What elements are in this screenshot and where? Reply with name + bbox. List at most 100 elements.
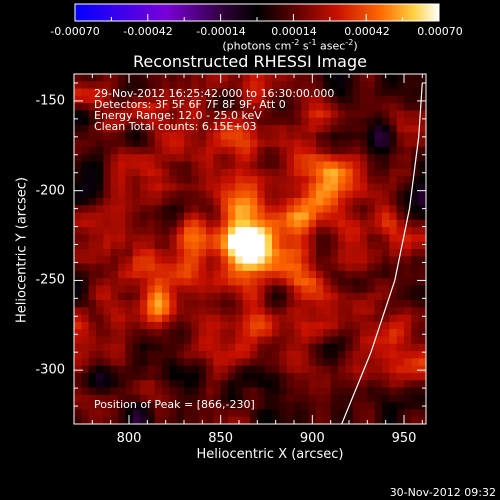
heatmap-cell: [286, 161, 295, 170]
heatmap-cell: [345, 263, 354, 272]
heatmap-cell: [367, 132, 376, 141]
heatmap-cell: [220, 409, 229, 418]
heatmap-cell: [360, 380, 368, 389]
heatmap-cell: [184, 263, 192, 272]
heatmap-cell: [345, 351, 354, 359]
heatmap-cell: [374, 321, 383, 330]
heatmap-cell: [294, 329, 302, 338]
heatmap-cell: [118, 380, 126, 389]
heatmap-cell: [213, 351, 222, 359]
heatmap-cell: [118, 161, 126, 170]
heatmap-cell: [132, 103, 141, 112]
heatmap-cell: [162, 190, 170, 199]
heatmap-cell: [184, 88, 192, 97]
heatmap-cell: [110, 212, 119, 221]
heatmap-cell: [389, 234, 398, 243]
heatmap-cell: [382, 292, 390, 301]
heatmap-cell: [228, 161, 236, 170]
heatmap-cell: [213, 307, 222, 316]
heatmap-cell: [367, 343, 376, 352]
heatmap-cell: [301, 161, 310, 170]
heatmap-cell: [125, 263, 134, 272]
heatmap-cell: [220, 351, 229, 359]
heatmap-cell: [88, 380, 97, 389]
heatmap-cell: [411, 409, 420, 418]
heatmap-cell: [213, 197, 222, 206]
heatmap-cell: [294, 402, 302, 411]
heatmap-cell: [257, 81, 266, 90]
heatmap-cell: [169, 336, 178, 345]
heatmap-cell: [308, 95, 317, 104]
heatmap-cell: [323, 205, 332, 214]
heatmap-cell: [74, 81, 82, 90]
heatmap-cell: [110, 372, 119, 381]
heatmap-cell: [301, 278, 310, 287]
heatmap-cell: [308, 387, 317, 396]
heatmap-cell: [154, 190, 163, 199]
heatmap-cell: [250, 387, 258, 396]
heatmap-cell: [118, 190, 126, 199]
heatmap-cell: [132, 212, 141, 221]
heatmap-cell: [250, 394, 258, 403]
heatmap-cell: [81, 285, 90, 294]
heatmap-cell: [418, 103, 426, 112]
heatmap-cell: [132, 183, 141, 192]
heatmap-cell: [140, 81, 148, 90]
heatmap-cell: [191, 409, 200, 418]
heatmap-cell: [367, 314, 376, 323]
heatmap-cell: [411, 307, 420, 316]
heatmap-cell: [396, 321, 405, 330]
heatmap-cell: [367, 88, 376, 97]
heatmap-cell: [176, 372, 185, 381]
heatmap-cell: [213, 81, 222, 90]
heatmap-cell: [323, 270, 332, 279]
heatmap-cell: [74, 197, 82, 206]
heatmap-cell: [242, 227, 251, 236]
heatmap-cell: [140, 161, 148, 170]
heatmap-cell: [286, 402, 295, 411]
heatmap-cell: [272, 329, 280, 338]
heatmap-cell: [242, 212, 251, 221]
heatmap-cell: [374, 292, 383, 301]
heatmap-cell: [272, 365, 280, 374]
heatmap-cell: [154, 95, 163, 104]
heatmap-cell: [176, 161, 185, 170]
heatmap-cell: [316, 234, 324, 243]
colorbar-tick-4: 0.00014: [271, 25, 317, 38]
heatmap-cell: [242, 278, 251, 287]
heatmap-cell: [184, 74, 192, 82]
heatmap-cell: [264, 321, 273, 330]
heatmap-cell: [418, 307, 426, 316]
heatmap-cell: [140, 183, 148, 192]
heatmap-cell: [81, 329, 90, 338]
heatmap-cell: [396, 292, 405, 301]
heatmap-cell: [88, 88, 97, 97]
heatmap-cell: [250, 161, 258, 170]
heatmap-cell: [125, 212, 134, 221]
heatmap-cell: [110, 336, 119, 345]
heatmap-cell: [308, 263, 317, 272]
heatmap-cell: [184, 292, 192, 301]
heatmap-cell: [323, 117, 332, 126]
y-tick-label: -300: [35, 362, 65, 378]
heatmap-cell: [301, 183, 310, 192]
heatmap-cell: [118, 219, 126, 228]
heatmap-cell: [330, 263, 339, 272]
heatmap-cell: [176, 314, 185, 323]
heatmap-cell: [374, 307, 383, 316]
heatmap-cell: [272, 81, 280, 90]
heatmap-cell: [272, 161, 280, 170]
heatmap-cell: [110, 380, 119, 389]
heatmap-cell: [206, 81, 214, 90]
heatmap-cell: [264, 161, 273, 170]
heatmap-cell: [103, 183, 112, 192]
heatmap-cell: [396, 190, 405, 199]
heatmap-cell: [345, 146, 354, 155]
heatmap-cell: [162, 285, 170, 294]
heatmap-cell: [154, 365, 163, 374]
y-tick-label: -150: [35, 93, 65, 109]
heatmap-cell: [125, 110, 134, 119]
heatmap-cell: [169, 321, 178, 330]
heatmap-cell: [235, 212, 244, 221]
heatmap-cell: [360, 372, 368, 381]
